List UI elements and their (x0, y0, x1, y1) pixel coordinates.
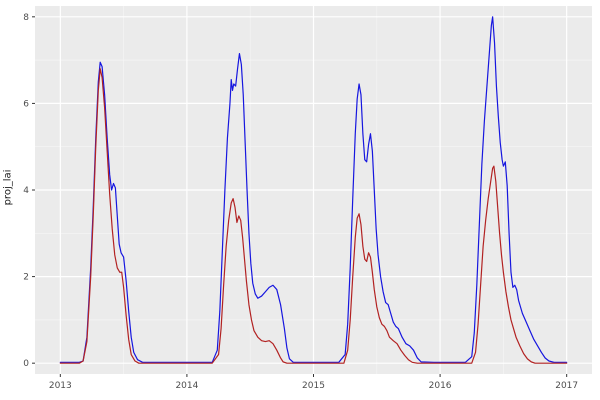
y-tick-label: 8 (23, 13, 29, 23)
x-tick-label: 2013 (49, 381, 72, 391)
y-tick-label: 6 (23, 99, 29, 109)
y-tick-label: 0 (23, 359, 29, 369)
y-tick-label: 4 (23, 186, 29, 196)
x-tick-label: 2016 (429, 381, 452, 391)
x-tick-label: 2017 (555, 381, 578, 391)
y-tick-label: 2 (23, 273, 29, 283)
series-line-blue-series (59, 16, 568, 363)
x-tick-label: 2014 (175, 381, 198, 391)
x-tick-label: 2015 (302, 381, 325, 391)
series-line-red-series (59, 68, 568, 364)
